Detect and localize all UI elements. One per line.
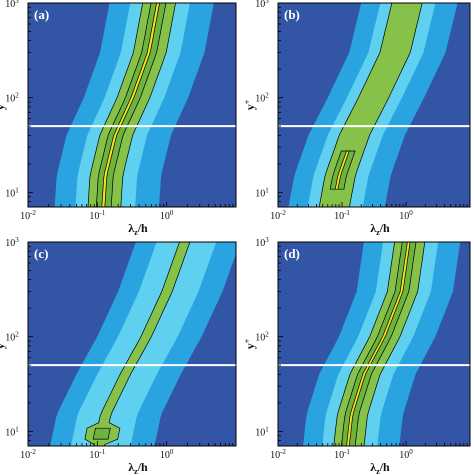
contour-level-5 — [101, 3, 160, 207]
plot-frame — [27, 241, 237, 447]
contour-bands — [50, 242, 236, 446]
panel-label: (d) — [284, 246, 300, 261]
x-axis-label: λz/h — [370, 221, 390, 237]
y-axis-label: y+ — [243, 338, 257, 349]
y-tick-label: 102 — [255, 331, 269, 344]
panel-label: (a) — [34, 7, 49, 22]
y-tick-label: 102 — [255, 92, 269, 105]
plot-frame — [277, 241, 471, 447]
y-axis-label: y+ — [0, 338, 7, 349]
panel-2: 10-2 10-1 100 101 102 103 λz/h y+ (c) — [0, 236, 237, 475]
x-tick-label: 100 — [160, 448, 174, 461]
panel-0: 10-2 10-1 100 101 102 103 λz/h y+ (a) — [0, 0, 237, 237]
plot-frame — [27, 2, 237, 208]
x-axis-label: λz/h — [370, 460, 390, 475]
x-tick-label: 10-2 — [270, 209, 286, 222]
y-tick-label: 103 — [5, 236, 19, 249]
panel-1: 10-2 10-1 100 101 102 103 λz/h y+ (b) — [243, 0, 471, 237]
contour-bands — [54, 3, 214, 207]
x-tick-label: 10-2 — [270, 448, 286, 461]
y-tick-label: 102 — [5, 331, 19, 344]
x-tick-label: 10-1 — [89, 209, 105, 222]
y-tick-label: 103 — [255, 236, 269, 249]
y-tick-label: 101 — [5, 186, 19, 199]
x-tick-label: 10-1 — [334, 448, 350, 461]
contour-bands — [303, 242, 461, 446]
contour-bands — [288, 3, 458, 207]
x-tick-label: 100 — [399, 448, 413, 461]
panel-label: (c) — [34, 246, 48, 261]
x-axis-label: λz/h — [128, 460, 148, 475]
contour-level-4 — [92, 427, 111, 440]
y-tick-label: 103 — [5, 0, 19, 10]
x-tick-label: 10-1 — [334, 209, 350, 222]
x-tick-label: 100 — [399, 209, 413, 222]
x-tick-label: 10-1 — [89, 448, 105, 461]
panel-label: (b) — [284, 7, 300, 22]
panel-3: 10-2 10-1 100 101 102 103 λz/h y+ (d) — [243, 236, 471, 475]
y-axis-label: y+ — [0, 99, 7, 110]
contour-level-3 — [84, 242, 191, 446]
contour-level-5 — [334, 150, 350, 190]
y-tick-label: 101 — [5, 425, 19, 438]
x-tick-label: 100 — [160, 209, 174, 222]
plot-frame — [277, 2, 471, 208]
x-tick-label: 10-2 — [20, 209, 36, 222]
contour-level-5 — [346, 242, 411, 446]
y-tick-label: 103 — [255, 0, 269, 10]
y-tick-label: 102 — [5, 92, 19, 105]
y-tick-label: 101 — [255, 186, 269, 199]
x-axis-label: λz/h — [128, 221, 148, 237]
y-tick-label: 101 — [255, 425, 269, 438]
x-tick-label: 10-2 — [20, 448, 36, 461]
y-axis-label: y+ — [243, 99, 257, 110]
